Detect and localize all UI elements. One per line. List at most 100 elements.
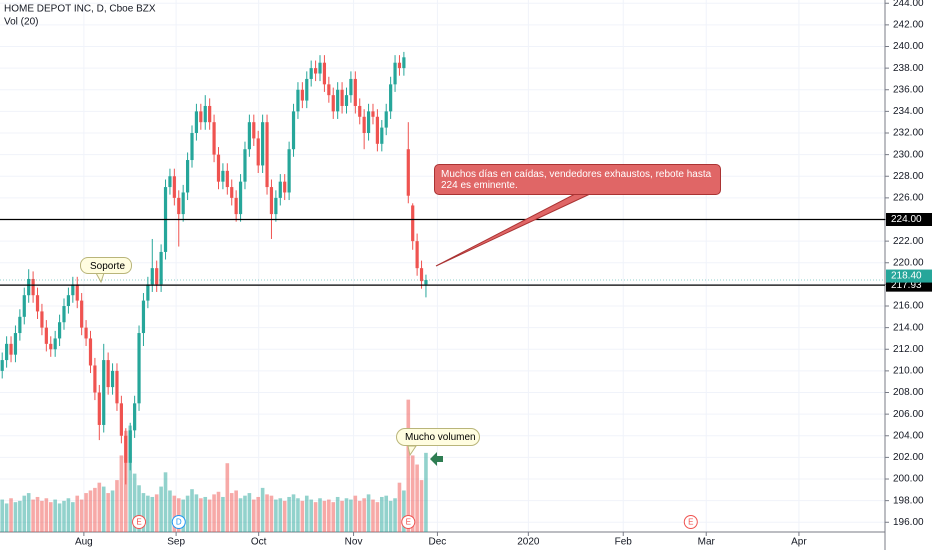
y-tick-label: 200.00 — [893, 474, 924, 485]
candle-body — [415, 241, 419, 269]
candle-body — [133, 403, 137, 431]
candle-body — [375, 116, 379, 144]
candle-body — [146, 284, 150, 301]
volume-bar — [313, 502, 318, 532]
x-tick-label: Oct — [251, 537, 267, 548]
candle-body — [44, 327, 48, 344]
volume-bar — [62, 500, 66, 532]
candle-body — [49, 343, 53, 350]
volume-bar — [141, 493, 146, 532]
y-tick-label: 240.00 — [893, 41, 924, 52]
annotation-text: Mucho volumen — [405, 432, 476, 443]
volume-bar — [384, 495, 389, 532]
volume-bar — [172, 495, 177, 532]
y-tick-label: 228.00 — [893, 171, 924, 182]
candle-body — [322, 62, 327, 85]
price-tag-label: 218.40 — [891, 271, 922, 282]
candle-body — [353, 78, 357, 106]
candle-body — [22, 295, 26, 317]
candle-body — [402, 57, 406, 69]
volume-bar — [410, 455, 415, 532]
volume-bar — [119, 455, 124, 532]
candle-body — [124, 435, 128, 463]
volume-bar — [331, 502, 336, 532]
candle-body — [309, 68, 313, 79]
candle-body — [296, 89, 300, 112]
candle-body — [389, 84, 393, 112]
volume-bar — [146, 495, 150, 532]
volume-bar — [300, 500, 305, 532]
candle-body — [18, 316, 22, 334]
volume-bar — [327, 499, 331, 532]
volume-bar — [199, 498, 203, 532]
candle-body — [318, 62, 322, 74]
volume-bar — [150, 496, 155, 532]
volume-bar — [212, 494, 216, 532]
candle-body — [88, 338, 93, 366]
volume-bar — [13, 502, 18, 532]
candle-body — [265, 122, 269, 188]
volume-bar — [190, 489, 194, 532]
volume-bar — [357, 500, 362, 532]
candle-body — [80, 300, 84, 328]
volume-bar — [393, 498, 397, 532]
chart-title: HOME DEPOT INC, D, Cboe BZX — [4, 4, 156, 15]
volume-bar — [278, 498, 283, 532]
candle-body — [27, 278, 31, 296]
volume-bar — [137, 485, 141, 532]
volume-bar — [18, 500, 22, 532]
volume-bar — [203, 496, 208, 532]
callout-pointer — [407, 445, 417, 457]
volume-bar — [269, 495, 274, 532]
price-tag — [886, 269, 932, 283]
y-tick-label: 212.00 — [893, 344, 924, 355]
y-tick-label: 244.00 — [893, 0, 924, 9]
x-tick-label: Apr — [791, 537, 807, 548]
volume-bar — [344, 498, 349, 532]
volume-bar — [31, 499, 35, 532]
volume-bar — [415, 464, 419, 532]
volume-bar — [252, 499, 256, 532]
volume-bar — [132, 473, 137, 532]
candle-body — [406, 149, 410, 196]
price-tag — [886, 213, 932, 227]
x-tick-label: Nov — [345, 537, 363, 548]
candle-body — [243, 149, 247, 182]
volume-bar — [349, 499, 353, 532]
volume-bar — [0, 499, 5, 532]
candle-body — [384, 111, 388, 128]
volume-bar — [154, 494, 159, 532]
volume-bar — [335, 496, 340, 532]
volume-bar — [340, 500, 344, 532]
candle-body — [358, 105, 362, 117]
volume-bar — [309, 499, 313, 532]
volume-bar — [88, 490, 93, 532]
volume-bar — [402, 490, 406, 532]
candle-body — [13, 333, 18, 355]
volume-bar — [221, 496, 225, 532]
candle-body — [393, 62, 397, 85]
candle-body — [397, 62, 402, 69]
callout-pointer — [435, 193, 591, 267]
volume-bar — [406, 399, 411, 532]
volume-bar — [84, 493, 88, 532]
volume-bar — [362, 498, 366, 532]
candle-body — [283, 181, 287, 193]
candle-body — [221, 170, 225, 182]
candle-body — [212, 122, 216, 155]
y-tick-label: 214.00 — [893, 322, 924, 333]
volume-bar — [185, 495, 190, 532]
support-callout: Soporte — [80, 257, 132, 274]
event-label: D — [176, 518, 182, 527]
candle-body — [256, 138, 260, 166]
x-tick-label: Dec — [429, 537, 447, 548]
candle-body — [252, 122, 256, 139]
y-tick-label: 236.00 — [893, 84, 924, 95]
y-tick-label: 206.00 — [893, 409, 924, 420]
candle-body — [344, 95, 349, 106]
candle-body — [203, 105, 207, 123]
y-tick-label: 196.00 — [893, 517, 924, 528]
volume-bar — [35, 496, 40, 532]
candle-body — [181, 192, 185, 215]
candle-body — [190, 133, 194, 161]
